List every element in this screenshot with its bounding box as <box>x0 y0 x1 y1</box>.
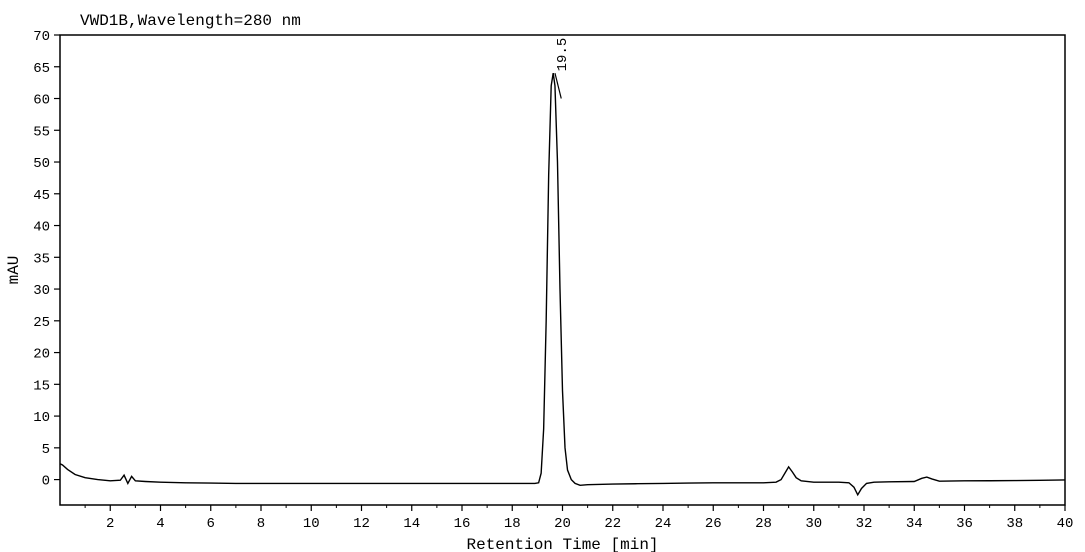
svg-text:30: 30 <box>805 516 822 532</box>
svg-text:36: 36 <box>956 516 973 532</box>
svg-text:15: 15 <box>33 378 50 394</box>
svg-text:10: 10 <box>303 516 320 532</box>
svg-text:25: 25 <box>33 315 50 331</box>
svg-text:20: 20 <box>554 516 571 532</box>
svg-text:8: 8 <box>257 516 265 532</box>
svg-text:65: 65 <box>33 61 50 77</box>
svg-text:19.5: 19.5 <box>555 38 571 72</box>
svg-text:40: 40 <box>1057 516 1074 532</box>
svg-text:70: 70 <box>33 29 50 45</box>
svg-text:4: 4 <box>156 516 164 532</box>
svg-text:18: 18 <box>504 516 521 532</box>
svg-text:26: 26 <box>705 516 722 532</box>
svg-text:VWD1B,Wavelength=280 nm: VWD1B,Wavelength=280 nm <box>80 12 301 30</box>
svg-text:0: 0 <box>42 474 50 490</box>
svg-text:55: 55 <box>33 124 50 140</box>
svg-text:2: 2 <box>106 516 114 532</box>
svg-text:28: 28 <box>755 516 772 532</box>
svg-text:60: 60 <box>33 93 50 109</box>
svg-text:22: 22 <box>604 516 621 532</box>
svg-text:6: 6 <box>207 516 215 532</box>
svg-text:mAU: mAU <box>5 256 23 285</box>
svg-text:40: 40 <box>33 220 50 236</box>
svg-text:32: 32 <box>856 516 873 532</box>
svg-text:12: 12 <box>353 516 370 532</box>
svg-text:50: 50 <box>33 156 50 172</box>
chromatogram-chart: 2468101214161820222426283032343638400510… <box>0 0 1085 552</box>
svg-text:16: 16 <box>454 516 471 532</box>
svg-text:Retention Time [min]: Retention Time [min] <box>466 536 658 552</box>
svg-text:35: 35 <box>33 251 50 267</box>
svg-text:24: 24 <box>655 516 672 532</box>
svg-text:34: 34 <box>906 516 923 532</box>
svg-text:5: 5 <box>42 442 50 458</box>
svg-text:45: 45 <box>33 188 50 204</box>
svg-text:20: 20 <box>33 347 50 363</box>
svg-text:38: 38 <box>1006 516 1023 532</box>
chart-svg: 2468101214161820222426283032343638400510… <box>0 0 1085 552</box>
svg-text:10: 10 <box>33 410 50 426</box>
svg-text:14: 14 <box>403 516 420 532</box>
svg-text:30: 30 <box>33 283 50 299</box>
